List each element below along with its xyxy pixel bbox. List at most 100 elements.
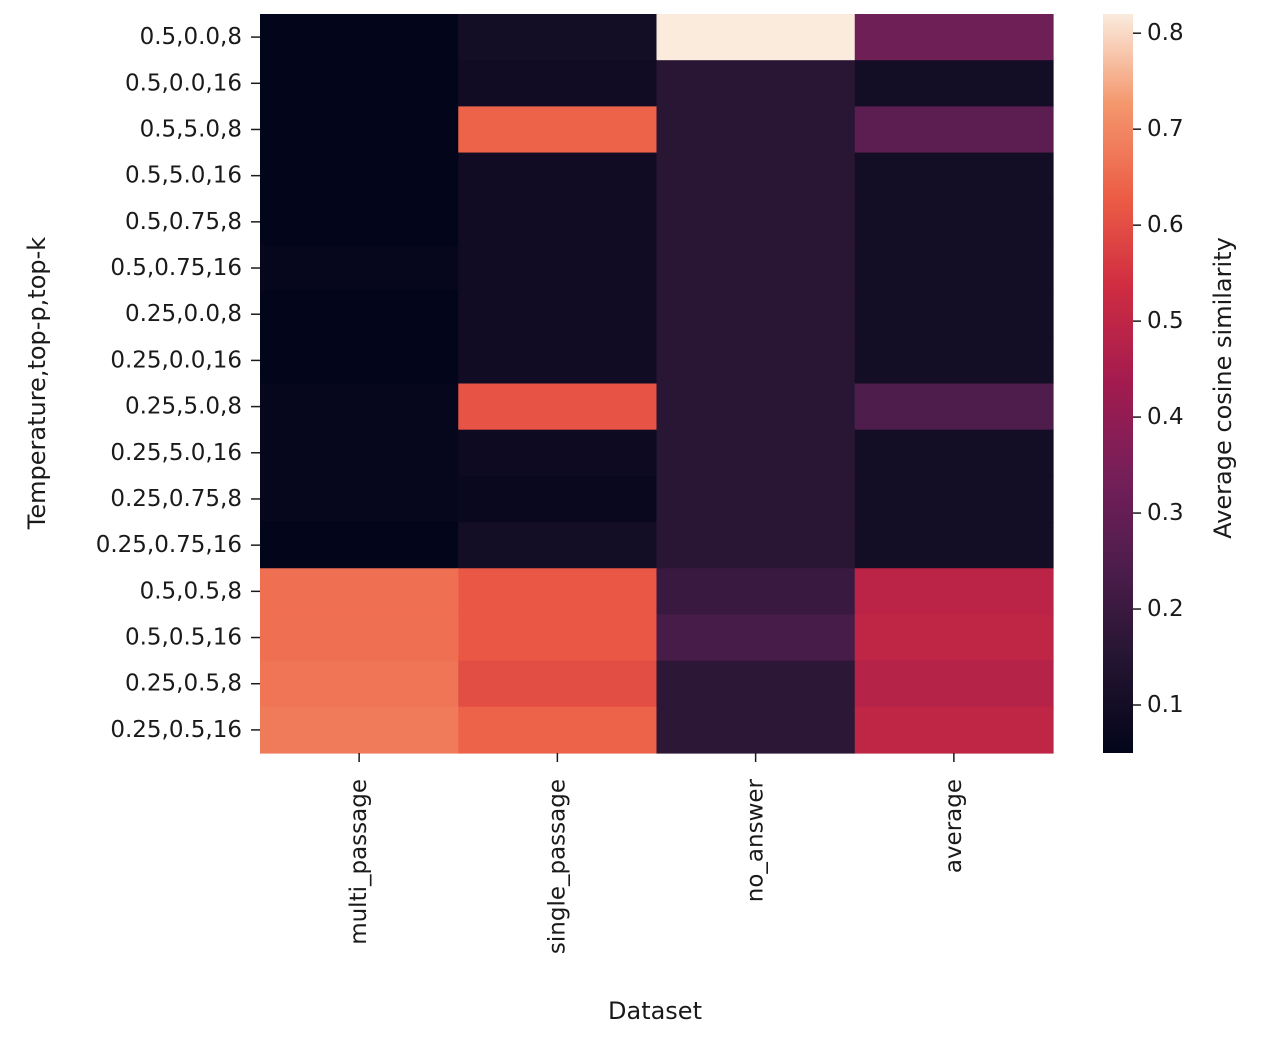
heatmap-cell — [854, 337, 1054, 385]
heatmap-cell — [458, 337, 658, 385]
heatmap-cell — [458, 152, 658, 200]
heatmap-cell — [656, 152, 856, 200]
heatmap-cell — [656, 291, 856, 338]
y-tick-label: 0.5,0.75,8 — [125, 209, 242, 235]
heatmap-cell — [260, 14, 459, 61]
colorbar: 0.1 0.2 0.3 0.4 0.5 0.6 0.7 0.8 Average cosine … — [1103, 14, 1237, 753]
heatmap-cell — [656, 14, 856, 61]
heatmap-cell — [854, 706, 1054, 754]
heatmap-cell — [260, 291, 459, 338]
x-tick-label: single_passage — [544, 779, 570, 954]
heatmap-cell — [854, 14, 1054, 61]
y-tick-label: 0.5,0.5,8 — [140, 578, 242, 604]
heatmap-cell — [656, 429, 856, 477]
heatmap-cell — [458, 614, 658, 662]
heatmap-cell — [458, 60, 658, 107]
heatmap-cell — [656, 614, 856, 662]
heatmap-cell — [656, 106, 856, 154]
heatmap-cell — [458, 383, 658, 431]
heatmap-cell — [260, 475, 459, 523]
heatmap-cell — [854, 198, 1054, 246]
heatmap-cell — [260, 198, 459, 246]
y-tick-label: 0.5,0.0,8 — [140, 24, 242, 50]
heatmap-cell — [854, 522, 1054, 569]
y-tick-label: 0.25,0.75,8 — [110, 486, 242, 512]
heatmap-cell — [656, 660, 856, 708]
y-tick-label: 0.5,5.0,8 — [140, 116, 242, 142]
colorbar-tick-label: 0.2 — [1147, 596, 1184, 622]
y-tick-labels: 0.5,0.0,8 0.5,0.0,16 0.5,5.0,8 0.5,5.0,16 0.… — [96, 24, 260, 743]
colorbar-tick-label: 0.1 — [1147, 692, 1184, 718]
heatmap-cell — [656, 522, 856, 569]
heatmap-cell — [458, 660, 658, 708]
colorbar-ticks: 0.1 0.2 0.3 0.4 0.5 0.6 0.7 0.8 — [1133, 20, 1184, 718]
heatmap-cell — [458, 14, 658, 61]
heatmap-cell — [458, 475, 658, 523]
heatmap-cell — [656, 475, 856, 523]
heatmap-cell — [260, 568, 459, 616]
heatmap-cell — [854, 660, 1054, 708]
heatmap-cell — [656, 706, 856, 754]
colorbar-tick-label: 0.3 — [1147, 500, 1184, 526]
heatmap-cell — [854, 568, 1054, 616]
heatmap-cell — [260, 152, 459, 200]
heatmap-cell — [854, 291, 1054, 338]
y-tick-label: 0.25,0.5,8 — [125, 671, 242, 697]
colorbar-tick-label: 0.7 — [1147, 116, 1184, 142]
heatmap-cell — [854, 106, 1054, 154]
heatmap-cell — [260, 429, 459, 477]
heatmap-cells — [260, 14, 1054, 754]
heatmap-cell — [854, 244, 1054, 292]
heatmap-cell — [458, 706, 658, 754]
heatmap-cell — [458, 244, 658, 292]
y-tick-label: 0.5,0.5,16 — [125, 625, 242, 651]
heatmap-cell — [260, 244, 459, 292]
y-axis-label: Temperature,top-p,top-k — [23, 237, 51, 530]
heatmap-cell — [854, 429, 1054, 477]
heatmap-cell — [656, 337, 856, 385]
y-tick-label: 0.5,0.0,16 — [125, 70, 242, 96]
heatmap-cell — [854, 475, 1054, 523]
heatmap-cell — [656, 244, 856, 292]
y-tick-label: 0.5,5.0,16 — [125, 163, 242, 189]
y-tick-label: 0.25,5.0,8 — [125, 394, 242, 420]
heatmap-cell — [458, 522, 658, 569]
heatmap-cell — [656, 568, 856, 616]
colorbar-tick-label: 0.8 — [1147, 20, 1184, 46]
y-tick-label: 0.25,5.0,16 — [110, 440, 242, 466]
colorbar-label: Average cosine similarity — [1209, 237, 1237, 539]
heatmap-cell — [656, 60, 856, 107]
heatmap-cell — [656, 383, 856, 431]
colorbar-tick-label: 0.5 — [1147, 308, 1184, 334]
heatmap-cell — [656, 198, 856, 246]
heatmap-cell — [260, 660, 459, 708]
heatmap-cell — [260, 337, 459, 385]
heatmap-cell — [458, 568, 658, 616]
heatmap-cell — [458, 106, 658, 154]
heatmap-cell — [260, 706, 459, 754]
heatmap-cell — [260, 522, 459, 569]
heatmap-cell — [260, 106, 459, 154]
colorbar-gradient — [1103, 14, 1133, 753]
heatmap-cell — [458, 198, 658, 246]
heatmap-cell — [260, 614, 459, 662]
colorbar-tick-label: 0.4 — [1147, 404, 1184, 430]
y-tick-label: 0.25,0.75,16 — [96, 532, 242, 558]
colorbar-tick-label: 0.6 — [1147, 212, 1184, 238]
x-axis-label: Dataset — [608, 997, 702, 1025]
heatmap-cell — [260, 383, 459, 431]
x-tick-label: average — [941, 779, 967, 873]
heatmap-cell — [854, 152, 1054, 200]
y-tick-label: 0.5,0.75,16 — [110, 255, 242, 281]
heatmap-cell — [458, 429, 658, 477]
y-tick-label: 0.25,0.5,16 — [110, 717, 242, 743]
x-tick-label: multi_passage — [346, 779, 372, 945]
heatmap-cell — [458, 291, 658, 338]
x-tick-label: no_answer — [743, 778, 769, 902]
x-tick-labels: multi_passage single_passage no_answer aver… — [346, 753, 967, 954]
y-tick-label: 0.25,0.0,16 — [110, 347, 242, 373]
heatmap-cell — [260, 60, 459, 107]
y-tick-label: 0.25,0.0,8 — [125, 301, 242, 327]
